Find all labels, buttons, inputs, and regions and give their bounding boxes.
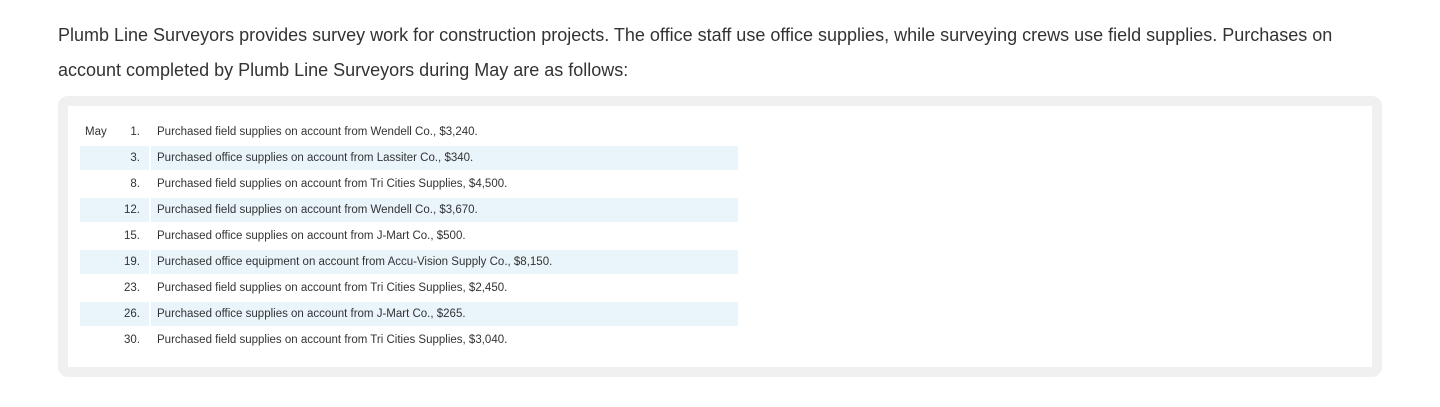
description-cell: Purchased field supplies on account from…	[157, 282, 508, 294]
day-cell: 26.	[114, 302, 151, 326]
day-cell: 3.	[114, 146, 151, 170]
description-cell: Purchased office supplies on account fro…	[151, 302, 738, 326]
month-cell	[80, 224, 114, 248]
month-cell	[80, 250, 114, 274]
month-cell	[80, 198, 114, 222]
day-cell: 8.	[114, 172, 151, 196]
month-cell	[80, 146, 114, 170]
day-cell: 12.	[114, 198, 151, 222]
description-cell: Purchased field supplies on account from…	[151, 198, 738, 222]
table-row: 12. Purchased field supplies on account …	[80, 198, 738, 222]
table-row: 3. Purchased office supplies on account …	[80, 146, 738, 170]
transactions-panel-inner: May 1. Purchased field supplies on accou…	[68, 106, 1372, 367]
description-cell: Purchased office supplies on account fro…	[157, 230, 466, 242]
day-cell: 23.	[114, 276, 151, 300]
table-row: 23. Purchased field supplies on account …	[80, 276, 738, 300]
day-cell: 30.	[114, 328, 151, 352]
table-row: 19. Purchased office equipment on accoun…	[80, 250, 738, 274]
transactions-table: May 1. Purchased field supplies on accou…	[80, 118, 738, 354]
month-cell: May	[85, 126, 107, 138]
month-cell	[80, 276, 114, 300]
problem-intro: Plumb Line Surveyors provides survey wor…	[58, 25, 1333, 80]
description-cell: Purchased field supplies on account from…	[157, 334, 508, 346]
description-cell: Purchased office supplies on account fro…	[151, 146, 738, 170]
description-cell: Purchased office equipment on account fr…	[151, 250, 738, 274]
transactions-panel: May 1. Purchased field supplies on accou…	[58, 96, 1382, 377]
month-cell	[80, 328, 114, 352]
table-row: 30. Purchased field supplies on account …	[80, 328, 738, 352]
description-cell: Purchased field supplies on account from…	[157, 126, 478, 138]
day-cell: 19.	[114, 250, 151, 274]
table-row: 15. Purchased office supplies on account…	[80, 224, 738, 248]
description-cell: Purchased field supplies on account from…	[157, 178, 508, 190]
table-row: 26. Purchased office supplies on account…	[80, 302, 738, 326]
day-cell: 1.	[114, 120, 151, 144]
day-cell: 15.	[114, 224, 151, 248]
month-cell	[80, 302, 114, 326]
table-row: May 1. Purchased field supplies on accou…	[80, 120, 738, 144]
table-row: 8. Purchased field supplies on account f…	[80, 172, 738, 196]
month-cell	[80, 172, 114, 196]
